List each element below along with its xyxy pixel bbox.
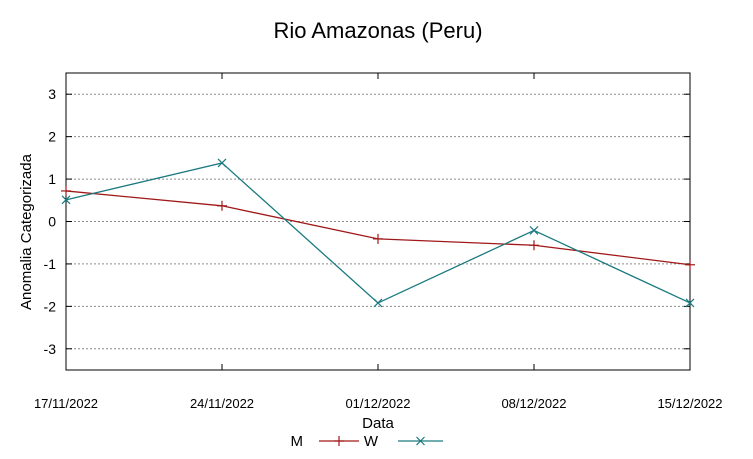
legend-label: M: [291, 433, 304, 450]
series-lines: [61, 158, 695, 308]
x-tick-label: 17/11/2022: [34, 396, 98, 411]
data-point-W: [217, 158, 227, 168]
series-line-W: [65, 162, 691, 304]
y-tick-label: -2: [44, 298, 57, 314]
y-tick-label: 3: [48, 86, 56, 102]
y-tick-label: -1: [44, 256, 57, 272]
y-axis-label: Anomalia Categorizada: [18, 153, 35, 310]
x-tick-label: 08/12/2022: [501, 396, 566, 411]
legend-marker: [416, 436, 425, 446]
x-axis-label: Data: [362, 415, 394, 432]
gridlines: [66, 93, 690, 350]
data-point-M: [685, 259, 695, 270]
data-point-W: [373, 298, 383, 308]
x-axis-ticks: 17/11/2022 24/11/2022 01/12/2022 08/12/2022…: [34, 73, 723, 411]
y-tick-label: 2: [48, 129, 56, 145]
legend-label: W: [364, 433, 379, 450]
data-point-M: [61, 185, 71, 196]
data-point-M: [529, 240, 539, 251]
series-line-M: [65, 190, 691, 266]
x-tick-label: 24/11/2022: [190, 396, 254, 411]
data-point-M: [373, 233, 383, 244]
y-axis-ticks: -3 -2 -1 0 1 2 3: [44, 86, 690, 357]
data-point-W: [529, 225, 539, 235]
data-point-M: [217, 200, 227, 211]
chart-title: Rio Amazonas (Peru): [273, 18, 482, 43]
legend-marker: [334, 436, 344, 446]
y-tick-label: -3: [44, 341, 57, 357]
y-tick-label: 1: [48, 171, 56, 187]
data-point-W: [61, 195, 71, 205]
y-tick-label: 0: [48, 214, 56, 230]
x-tick-label: 15/12/2022: [657, 396, 722, 411]
data-point-W: [685, 298, 695, 308]
x-tick-label: 01/12/2022: [345, 396, 410, 411]
